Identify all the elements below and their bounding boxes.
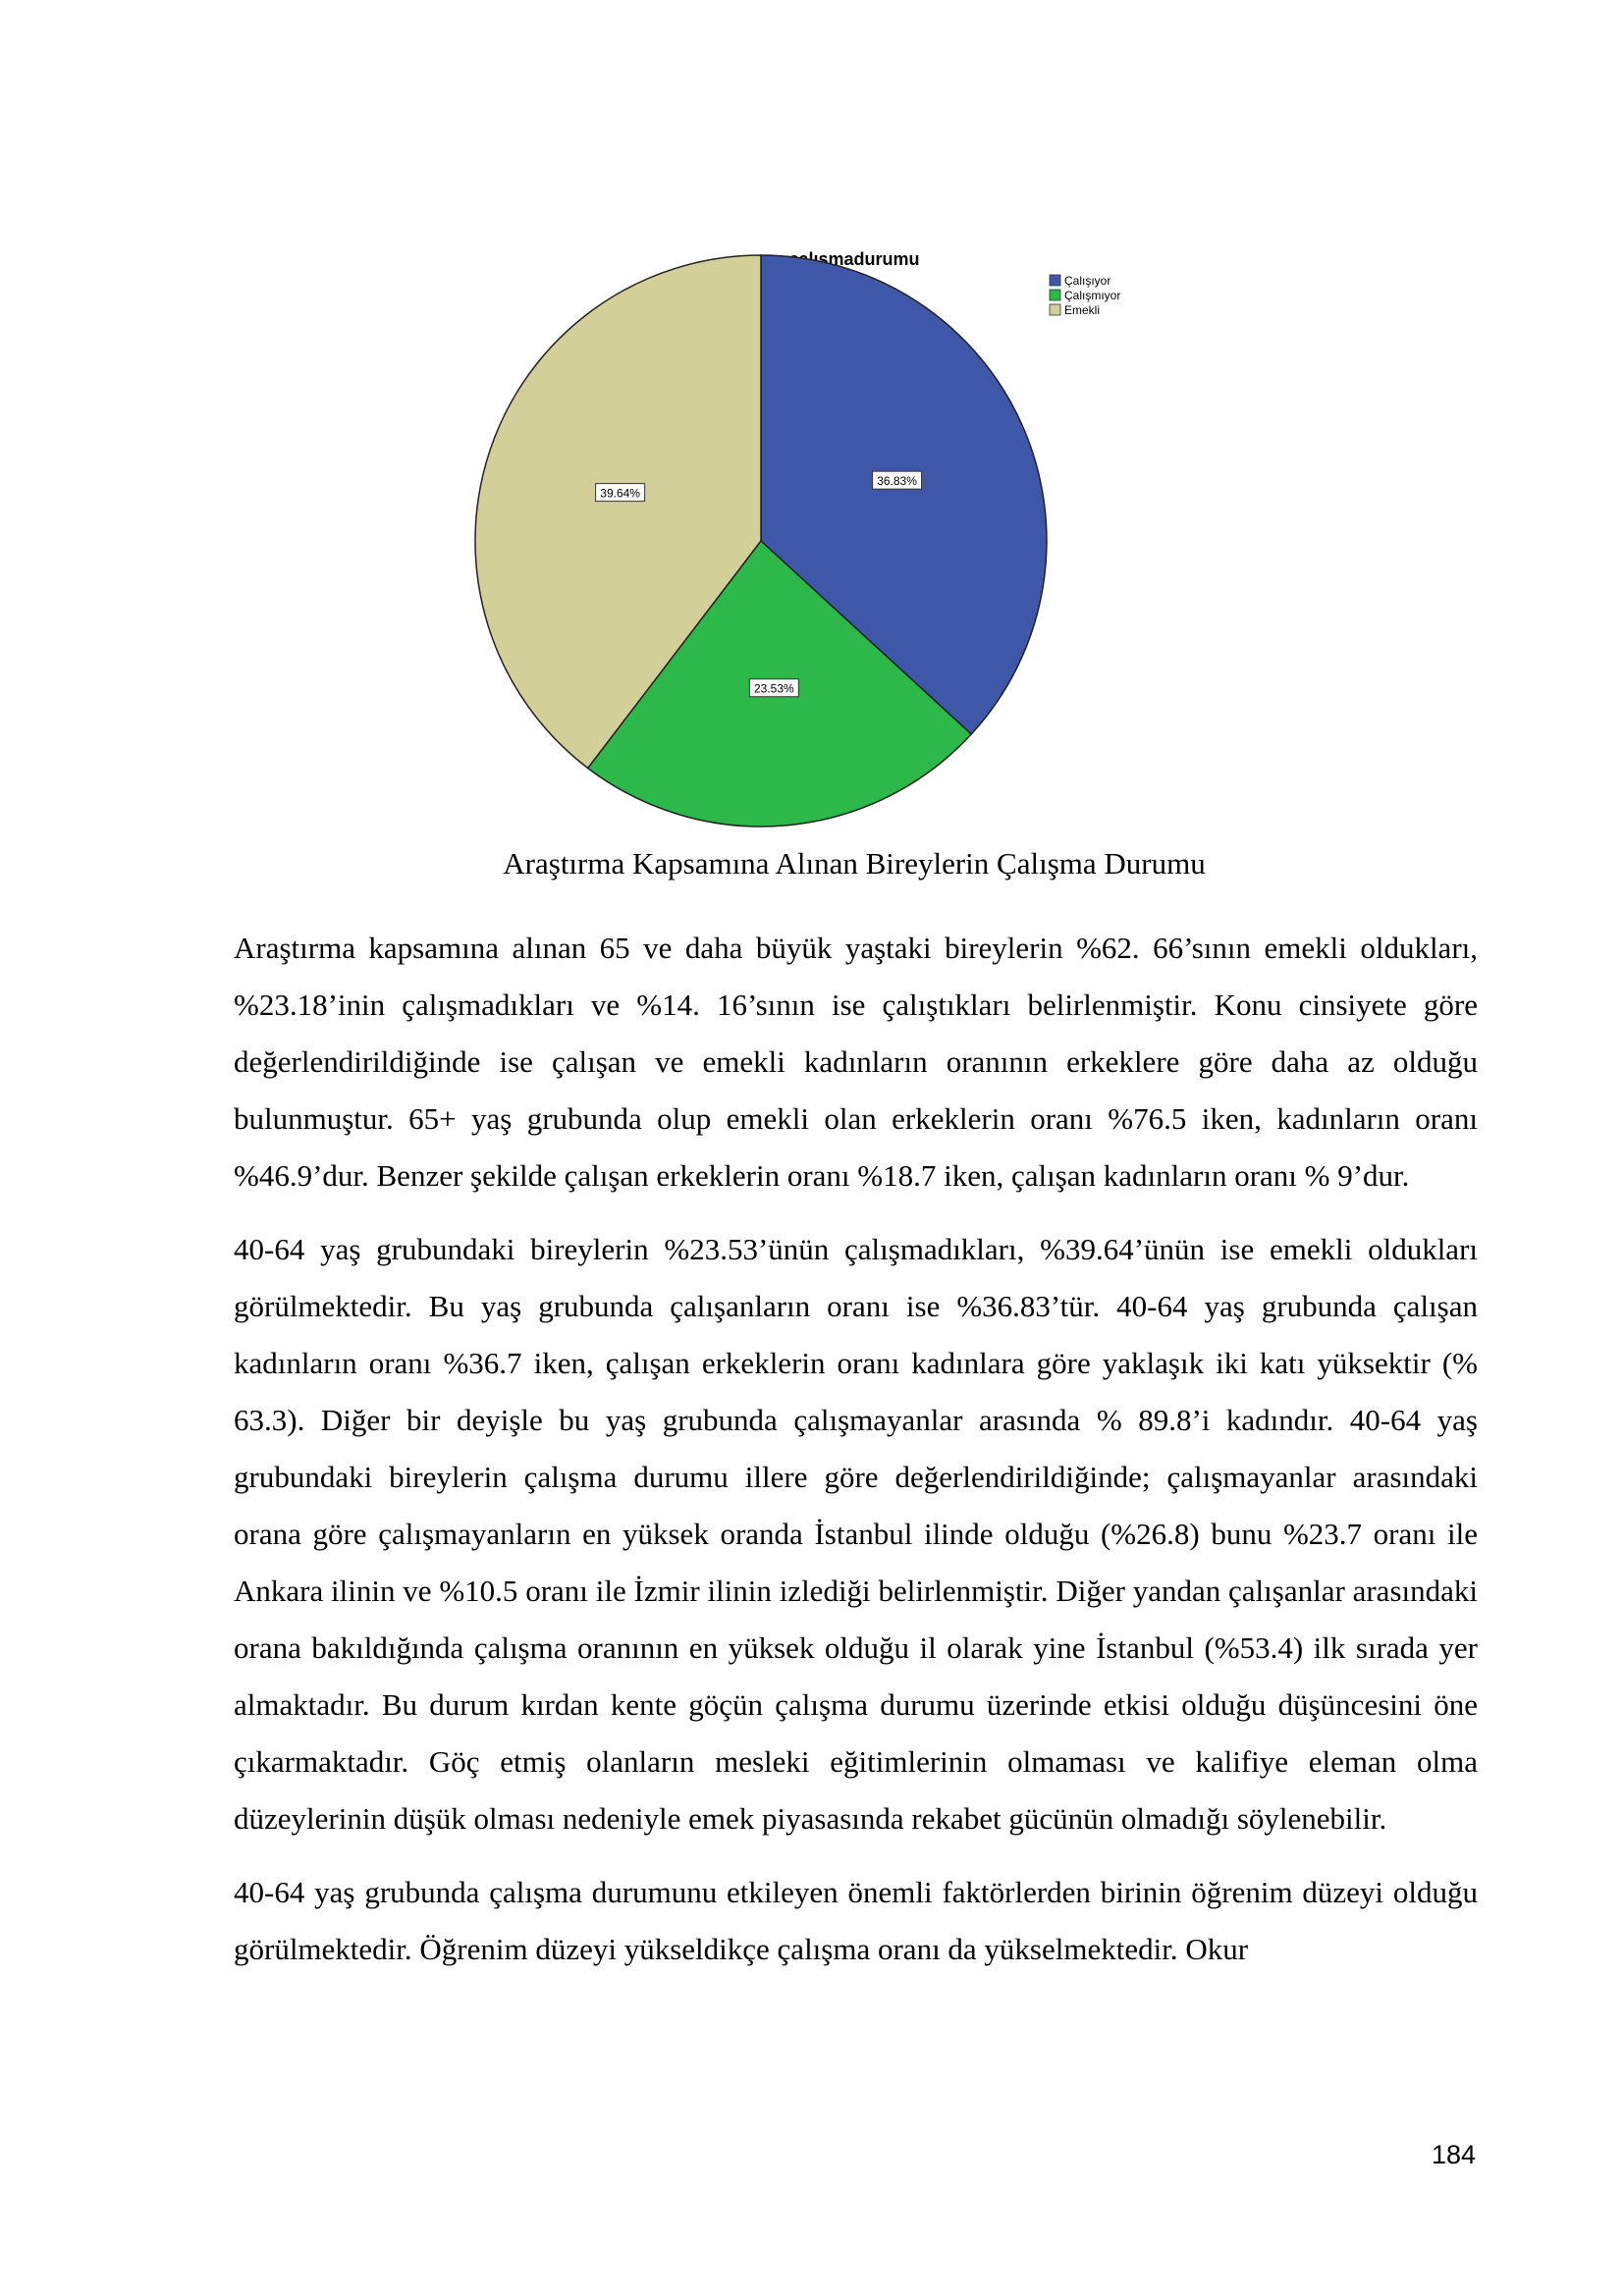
paragraph: Araştırma kapsamına alınan 65 ve daha bü… — [234, 931, 1478, 1193]
svg-text:Çalışmıyor: Çalışmıyor — [1064, 289, 1120, 302]
svg-text:Emekli: Emekli — [1064, 303, 1100, 317]
slice-label: 36.83% — [872, 470, 923, 490]
legend-item: Çalışmıyor — [1049, 289, 1120, 302]
paragraph: 40-64 yaş grubunda çalışma durumunu etki… — [234, 1875, 1478, 1966]
legend-item: Emekli — [1049, 303, 1100, 317]
svg-text:39.64%: 39.64% — [600, 487, 640, 501]
page-number: 184 — [1432, 2140, 1477, 2169]
pie-slice-2 — [474, 254, 762, 770]
body-text: Araştırma kapsamına alınan 65 ve daha bü… — [234, 920, 1478, 1995]
slice-label: 39.64% — [595, 483, 646, 503]
svg-text:36.83%: 36.83% — [877, 474, 917, 488]
slice-label: 23.53% — [748, 678, 799, 698]
pie-chart: calısmadurumu 36.83%23.53%39.64% Çalışıy… — [474, 249, 1120, 828]
pie-slice-0 — [760, 254, 1048, 735]
svg-text:Çalışıyor: Çalışıyor — [1064, 274, 1110, 288]
figure-caption: Araştırma Kapsamına Alınan Bireylerin Ça… — [503, 846, 1206, 881]
legend-item: Çalışıyor — [1049, 274, 1110, 288]
paragraph: 40-64 yaş grubundaki bireylerin %23.53’ü… — [234, 1232, 1478, 1836]
svg-text:23.53%: 23.53% — [754, 682, 794, 696]
